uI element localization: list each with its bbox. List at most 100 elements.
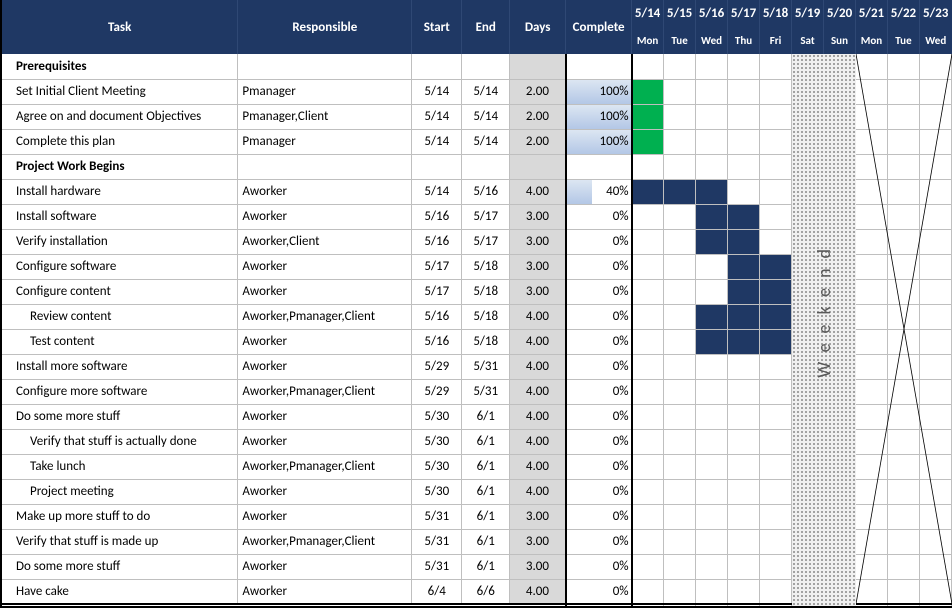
gantt-cell bbox=[760, 504, 792, 529]
col-header: Thu bbox=[728, 27, 760, 54]
weekend-label: Weekend bbox=[813, 239, 835, 378]
gantt-cell bbox=[696, 54, 728, 79]
gantt-cell bbox=[728, 329, 760, 354]
responsible-cell: Aworker bbox=[238, 429, 412, 454]
days-cell: 4.00 bbox=[510, 304, 566, 329]
task-cell: Test content bbox=[2, 329, 238, 354]
end-cell: 5/14 bbox=[462, 104, 510, 129]
responsible-cell: Aworker bbox=[238, 504, 412, 529]
progress-text: 0% bbox=[613, 309, 629, 324]
days-cell: 4.00 bbox=[510, 479, 566, 504]
gantt-cell bbox=[728, 379, 760, 404]
days-cell: 3.00 bbox=[510, 279, 566, 304]
gantt-cell bbox=[632, 479, 664, 504]
gantt-cell bbox=[728, 179, 760, 204]
gantt-cell bbox=[760, 154, 792, 179]
gantt-cell bbox=[632, 554, 664, 579]
gantt-cell bbox=[696, 579, 728, 604]
responsible-cell: Aworker,Pmanager,Client bbox=[238, 379, 412, 404]
gantt-cell bbox=[760, 379, 792, 404]
responsible-cell: Aworker bbox=[238, 329, 412, 354]
gantt-cell bbox=[760, 404, 792, 429]
start-cell: 5/14 bbox=[412, 79, 462, 104]
gantt-cell bbox=[696, 404, 728, 429]
start-cell: 5/31 bbox=[412, 529, 462, 554]
gantt-cell bbox=[728, 204, 760, 229]
gantt-cell bbox=[664, 279, 696, 304]
gantt-bar bbox=[633, 130, 663, 154]
col-header: 5/14 bbox=[632, 0, 664, 27]
col-header: Sun bbox=[824, 27, 856, 54]
gantt-cell bbox=[728, 504, 760, 529]
end-cell: 6/1 bbox=[462, 554, 510, 579]
gantt-cell bbox=[728, 254, 760, 279]
gantt-cell bbox=[696, 254, 728, 279]
start-cell: 5/31 bbox=[412, 554, 462, 579]
gantt-cell bbox=[664, 104, 696, 129]
end-cell: 6/1 bbox=[462, 404, 510, 429]
gantt-cell bbox=[664, 404, 696, 429]
gantt-cell bbox=[664, 554, 696, 579]
complete-cell: 0% bbox=[566, 529, 632, 554]
gantt-bar bbox=[633, 105, 663, 129]
end-cell: 5/31 bbox=[462, 379, 510, 404]
progress-text: 0% bbox=[613, 259, 629, 274]
col-header: Tue bbox=[887, 27, 919, 54]
progress-text: 0% bbox=[613, 284, 629, 299]
responsible-cell: Aworker,Pmanager,Client bbox=[238, 454, 412, 479]
gantt-cell bbox=[728, 54, 760, 79]
end-cell: 5/14 bbox=[462, 129, 510, 154]
gantt-bar bbox=[728, 305, 759, 329]
responsible-cell: Aworker,Client bbox=[238, 229, 412, 254]
gantt-cell bbox=[632, 529, 664, 554]
col-header: End bbox=[462, 0, 510, 54]
responsible-cell: Aworker bbox=[238, 204, 412, 229]
task-cell: Do some more stuff bbox=[2, 554, 238, 579]
gantt-wrap: Weekend TaskResponsibleStartEndDaysCompl… bbox=[0, 0, 952, 608]
responsible-cell: Aworker bbox=[238, 479, 412, 504]
col-header: Sat bbox=[792, 27, 824, 54]
col-header: Tue bbox=[664, 27, 696, 54]
gantt-bar bbox=[728, 255, 759, 279]
days-cell: 2.00 bbox=[510, 104, 566, 129]
gantt-cell bbox=[664, 79, 696, 104]
responsible-cell: Pmanager bbox=[238, 79, 412, 104]
gantt-cell bbox=[664, 229, 696, 254]
col-header: Start bbox=[412, 0, 462, 54]
complete-cell: 0% bbox=[566, 454, 632, 479]
responsible-cell: Aworker bbox=[238, 279, 412, 304]
start-cell: 5/14 bbox=[412, 104, 462, 129]
col-header: Complete bbox=[566, 0, 632, 54]
total-days: 67.00 bbox=[510, 604, 566, 608]
task-cell: Verify installation bbox=[2, 229, 238, 254]
start-cell bbox=[412, 154, 462, 179]
end-cell: 5/18 bbox=[462, 254, 510, 279]
gantt-bar bbox=[760, 305, 791, 329]
start-cell: 5/16 bbox=[412, 229, 462, 254]
gantt-cell bbox=[696, 304, 728, 329]
days-cell: 4.00 bbox=[510, 429, 566, 454]
gantt-bar bbox=[633, 180, 663, 204]
gantt-cell bbox=[728, 304, 760, 329]
gantt-cell bbox=[664, 354, 696, 379]
task-cell: Install software bbox=[2, 204, 238, 229]
progress-text: 0% bbox=[613, 434, 629, 449]
gantt-cell bbox=[728, 429, 760, 454]
gantt-cell bbox=[760, 129, 792, 154]
responsible-cell bbox=[238, 154, 412, 179]
progress-text: 0% bbox=[613, 584, 629, 599]
gantt-cell bbox=[664, 529, 696, 554]
complete-cell: 0% bbox=[566, 304, 632, 329]
gantt-cell bbox=[696, 79, 728, 104]
gantt-cell bbox=[696, 154, 728, 179]
gantt-cell bbox=[728, 104, 760, 129]
gantt-cell bbox=[664, 54, 696, 79]
gantt-bar bbox=[760, 330, 791, 354]
start-cell: 5/29 bbox=[412, 354, 462, 379]
gantt-cell bbox=[728, 454, 760, 479]
col-header: Fri bbox=[760, 27, 792, 54]
col-header: 5/16 bbox=[696, 0, 728, 27]
gantt-cell bbox=[760, 579, 792, 604]
progress-text: 40% bbox=[606, 184, 628, 199]
days-cell: 3.00 bbox=[510, 554, 566, 579]
